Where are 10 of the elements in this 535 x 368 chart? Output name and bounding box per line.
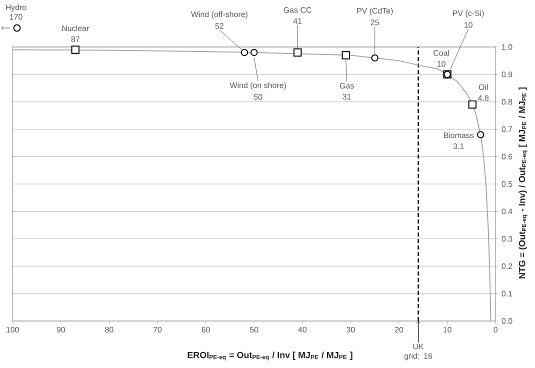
point (468, 100, 477, 109)
point (250, 48, 258, 56)
point (342, 51, 350, 60)
point (293, 48, 302, 57)
text: EROI$_{PE-eq}$ = Out$_{PE-eq}$ / Inv [ MJ$_{PE}$ / MJ$_{PE}$ ] (188, 352, 352, 360)
text: NTG = (Out$_{PE-eq}$ - Inv) / Out$_{PE-eq}$ [ MJ$_{PE}$ / MJ$_{PE}$ ] (518, 87, 528, 278)
point (371, 54, 378, 62)
point (71, 46, 80, 54)
point (240, 48, 248, 56)
point (477, 131, 484, 138)
